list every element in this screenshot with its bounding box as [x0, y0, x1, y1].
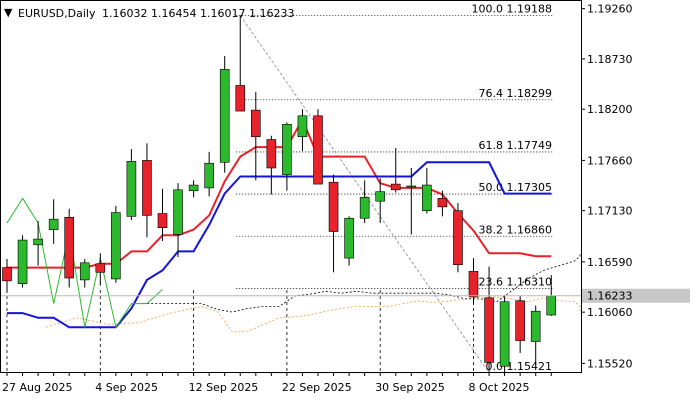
time-axis-label: 8 Oct 2025 [469, 381, 530, 394]
price-axis-label: 1.16590 [587, 256, 633, 269]
time-axis-label: 22 Sep 2025 [282, 381, 352, 394]
candle-body-bullish[interactable] [219, 69, 230, 163]
fib-level-label: 0.0 1.15421 [486, 360, 552, 373]
ohlc-readout: 1.16032 1.16454 1.16017 1.16233 [102, 7, 294, 20]
candle-body-bullish[interactable] [17, 239, 28, 284]
time-axis-label: 27 Aug 2025 [2, 381, 72, 394]
plot-frame [0, 0, 582, 373]
candle-body-bearish[interactable] [515, 300, 525, 341]
ichimoku-cloud [45, 253, 581, 333]
fib-level-label: 100.0 1.19188 [472, 2, 552, 15]
candlesticks[interactable] [2, 15, 557, 374]
grid-lines [6, 290, 474, 372]
fibonacci-retracement[interactable]: 100.0 1.19188 76.4 1.18299 61.8 1.17749 50.… [236, 2, 554, 374]
candle-body-bearish[interactable] [468, 271, 479, 298]
price-axis-label: 1.17130 [587, 205, 633, 218]
price-axis-label: 1.18730 [587, 53, 633, 66]
candle-body-bullish[interactable] [282, 124, 292, 175]
price-axis-label: 1.18200 [587, 103, 633, 116]
symbol-dropdown-icon[interactable]: ▼ [4, 6, 13, 19]
fib-level-label: 61.8 1.17749 [479, 139, 552, 152]
candle-body-bullish[interactable] [173, 189, 183, 235]
symbol-timeframe-label: EURUSD,Daily [18, 7, 96, 20]
fib-level-label: 38.2 1.16860 [479, 223, 552, 236]
candle-body-bullish[interactable] [297, 115, 308, 137]
candle-body-bearish[interactable] [235, 85, 246, 112]
kijun-line [7, 161, 552, 329]
price-axis-label: 1.17660 [587, 154, 633, 167]
price-axis-label: 1.16060 [587, 306, 633, 319]
candle-body-bearish[interactable] [266, 139, 277, 169]
candle-body-bearish[interactable] [2, 267, 12, 282]
candle-body-bullish[interactable] [188, 184, 199, 192]
candle-body-bullish[interactable] [48, 218, 59, 230]
fib-level-label: 23.6 1.16310 [479, 275, 552, 288]
candle-body-bearish[interactable] [313, 115, 323, 185]
candle-body-bearish[interactable] [142, 160, 152, 216]
candle-body-bearish[interactable] [64, 216, 74, 279]
candle-body-bullish[interactable] [204, 162, 214, 189]
price-axis-label: 1.19260 [587, 3, 633, 16]
time-axis-label: 4 Sep 2025 [95, 381, 158, 394]
candle-body-bullish[interactable] [546, 295, 557, 316]
candle-body-bearish[interactable] [157, 213, 168, 229]
price-axis-label: 1.15520 [587, 357, 633, 370]
fib-level-label: 50.0 1.17305 [479, 181, 552, 194]
candle-body-bullish[interactable] [344, 217, 354, 259]
candle-body-bullish[interactable] [111, 212, 121, 280]
candle-body-bearish[interactable] [328, 181, 339, 232]
candle-body-bullish[interactable] [375, 191, 386, 202]
candle-body-bearish[interactable] [484, 297, 494, 363]
cloud-edge-span-b [139, 253, 581, 313]
price-axis[interactable]: 1.19260 1.18730 1.18200 1.17660 1.17130 1.165… [581, 3, 633, 371]
current-price-label: 1.16233 [587, 290, 633, 303]
fib-level-label: 76.4 1.18299 [479, 87, 552, 100]
candle-body-bullish[interactable] [499, 301, 510, 367]
time-axis-label: 12 Sep 2025 [189, 381, 259, 394]
time-axis-label: 30 Sep 2025 [375, 381, 445, 394]
candle-body-bullish[interactable] [422, 184, 432, 211]
candle-body-bearish[interactable] [251, 109, 261, 137]
candle-body-bearish[interactable] [95, 263, 106, 273]
candle-body-bullish[interactable] [126, 161, 137, 217]
candle-body-bullish[interactable] [79, 262, 90, 281]
candle-body-bearish[interactable] [453, 210, 463, 266]
time-axis[interactable]: 27 Aug 2025 4 Sep 2025 12 Sep 2025 22 Sep 2… [2, 372, 552, 394]
cloud-edge-span-a [45, 296, 581, 333]
candle-body-bullish[interactable] [33, 238, 43, 246]
candle-body-bullish[interactable] [406, 185, 417, 188]
candle-body-bullish[interactable] [359, 197, 370, 219]
candle-body-bullish[interactable] [530, 310, 541, 342]
chikou-line [6, 197, 163, 329]
candle-body-bearish[interactable] [390, 183, 401, 191]
candle-body-bearish[interactable] [437, 198, 448, 208]
current-price-tag [582, 288, 690, 303]
